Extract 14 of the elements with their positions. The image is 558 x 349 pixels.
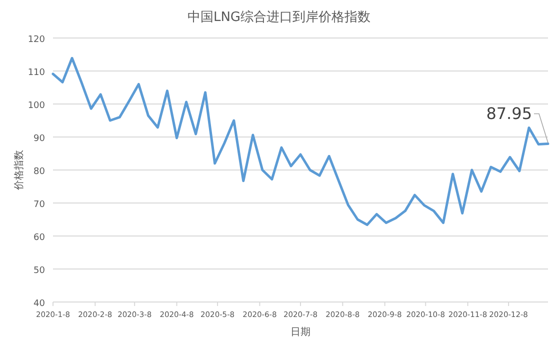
y-tick-label: 90: [34, 134, 46, 144]
y-axis-title: 价格指数: [13, 150, 25, 191]
line-series: [52, 56, 550, 226]
y-tick-label: 50: [34, 266, 46, 276]
y-tick-label: 120: [28, 35, 46, 45]
y-tick-label: 100: [28, 101, 46, 111]
chart-title: 中国LNG综合进口到岸价格指数: [187, 10, 371, 25]
y-tick-label: 70: [34, 200, 46, 210]
y-tick-label: 40: [34, 299, 46, 309]
x-axis-title: 日期: [290, 326, 310, 338]
y-tick-label: 110: [28, 68, 46, 78]
y-tick-label: 80: [34, 167, 46, 177]
annotation: 87.95: [486, 104, 532, 123]
y-tick-label: 60: [34, 233, 46, 243]
